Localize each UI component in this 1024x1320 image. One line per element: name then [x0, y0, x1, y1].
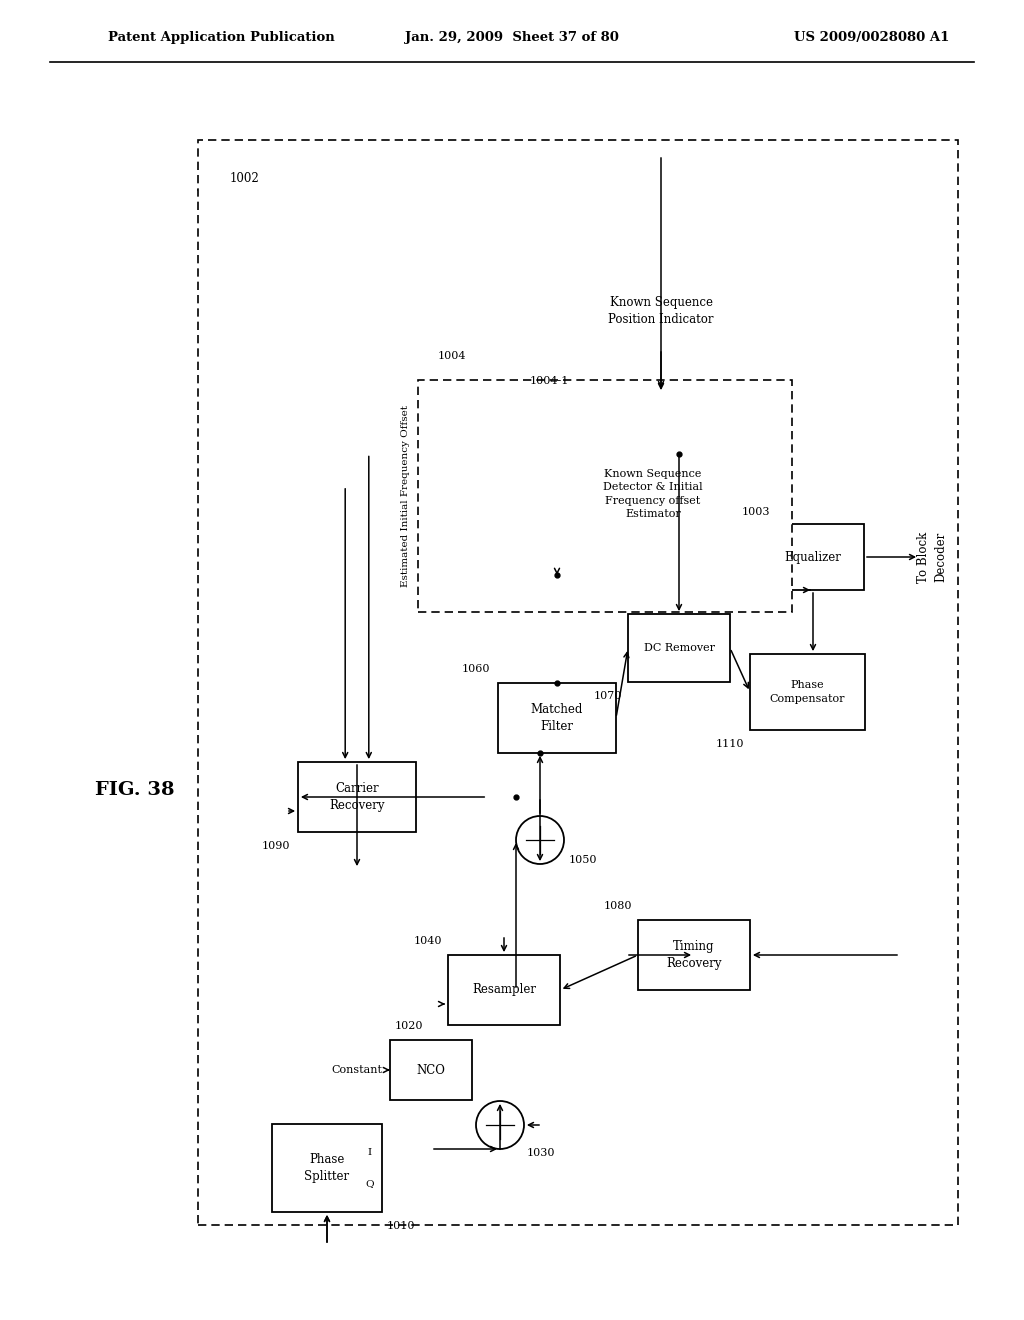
Text: I: I: [368, 1147, 372, 1156]
Text: 1110: 1110: [716, 739, 744, 748]
Text: FIG. 38: FIG. 38: [95, 781, 175, 799]
Bar: [524, 393, 779, 593]
Text: Known Sequence
Position Indicator: Known Sequence Position Indicator: [608, 296, 714, 326]
Text: Carrier
Recovery: Carrier Recovery: [330, 781, 385, 812]
Text: Resampler: Resampler: [472, 983, 536, 997]
Bar: [390, 1040, 472, 1100]
Bar: [272, 1125, 382, 1212]
Text: Matched
Filter: Matched Filter: [530, 704, 584, 733]
Bar: [750, 653, 865, 730]
Text: 1004-1: 1004-1: [530, 376, 569, 385]
Text: 1080: 1080: [603, 902, 632, 911]
Text: Phase
Compensator: Phase Compensator: [770, 680, 845, 704]
Bar: [762, 524, 864, 590]
Text: Phase
Splitter: Phase Splitter: [304, 1152, 349, 1183]
Bar: [449, 954, 560, 1026]
Text: DC Remover: DC Remover: [643, 643, 715, 653]
Text: Timing
Recovery: Timing Recovery: [667, 940, 722, 970]
Text: Patent Application Publication: Patent Application Publication: [108, 32, 335, 45]
Text: Jan. 29, 2009  Sheet 37 of 80: Jan. 29, 2009 Sheet 37 of 80: [406, 32, 618, 45]
Text: Known Sequence
Detector & Initial
Frequency offset
Estimator: Known Sequence Detector & Initial Freque…: [603, 469, 702, 519]
Text: Constant: Constant: [331, 1065, 382, 1074]
Text: 1003: 1003: [742, 507, 770, 517]
Text: 1004: 1004: [438, 351, 467, 360]
Text: 1030: 1030: [527, 1148, 555, 1158]
Bar: [418, 380, 792, 612]
Text: 1010: 1010: [387, 1221, 416, 1232]
Text: Estimated Initial Frequency Offset: Estimated Initial Frequency Offset: [401, 405, 411, 587]
Text: To Block
Decoder: To Block Decoder: [918, 532, 947, 582]
Bar: [298, 762, 416, 832]
Text: 1090: 1090: [261, 841, 290, 851]
Text: NCO: NCO: [417, 1064, 445, 1077]
Text: 1060: 1060: [462, 664, 490, 675]
Text: 1070: 1070: [594, 690, 622, 701]
Text: Q: Q: [366, 1179, 375, 1188]
Text: 1040: 1040: [414, 936, 442, 946]
Text: US 2009/0028080 A1: US 2009/0028080 A1: [794, 32, 949, 45]
Bar: [548, 413, 758, 576]
Text: Equalizer: Equalizer: [784, 550, 842, 564]
Bar: [638, 920, 750, 990]
Bar: [198, 140, 958, 1225]
Text: 1002: 1002: [230, 172, 260, 185]
Bar: [628, 614, 730, 682]
Text: 1020: 1020: [395, 1020, 424, 1031]
Text: 1050: 1050: [569, 855, 597, 865]
Bar: [498, 682, 616, 752]
